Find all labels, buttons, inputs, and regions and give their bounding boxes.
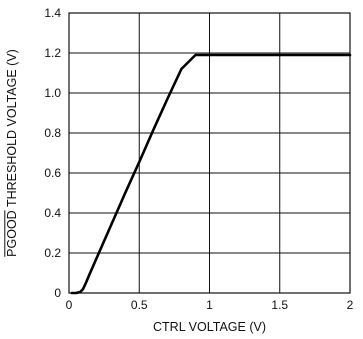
y-tick-label: 0.4 bbox=[44, 206, 61, 220]
x-axis-ticks: 0 0.5 1 1.5 2 bbox=[66, 298, 354, 312]
x-axis-title: CTRL VOLTAGE (V) bbox=[153, 320, 266, 334]
x-tick-label: 0.5 bbox=[131, 298, 148, 312]
y-tick-label: 0.6 bbox=[44, 166, 61, 180]
y-tick-label: 1.0 bbox=[44, 86, 61, 100]
y-axis-title: PGOOD THRESHOLD VOLTAGE (V) bbox=[5, 49, 19, 257]
series-line bbox=[70, 53, 352, 295]
x-tick-label: 0 bbox=[66, 298, 73, 312]
y-tick-label: 1.2 bbox=[44, 46, 61, 60]
y-tick-label: 0.2 bbox=[44, 246, 61, 260]
y-axis-title-overlined: PGOOD bbox=[5, 210, 19, 257]
y-tick-label: 1.4 bbox=[44, 6, 61, 20]
plot-frame bbox=[68, 12, 351, 294]
x-tick-label: 1.5 bbox=[271, 298, 288, 312]
x-tick-label: 2 bbox=[347, 298, 354, 312]
y-tick-label: 0.8 bbox=[44, 126, 61, 140]
y-axis-title-rest: THRESHOLD VOLTAGE (V) bbox=[5, 49, 19, 210]
x-tick-label: 1 bbox=[206, 298, 213, 312]
y-tick-label: 0 bbox=[54, 286, 61, 300]
y-axis-ticks: 0 0.2 0.4 0.6 0.8 1.0 1.2 1.4 bbox=[44, 6, 61, 300]
